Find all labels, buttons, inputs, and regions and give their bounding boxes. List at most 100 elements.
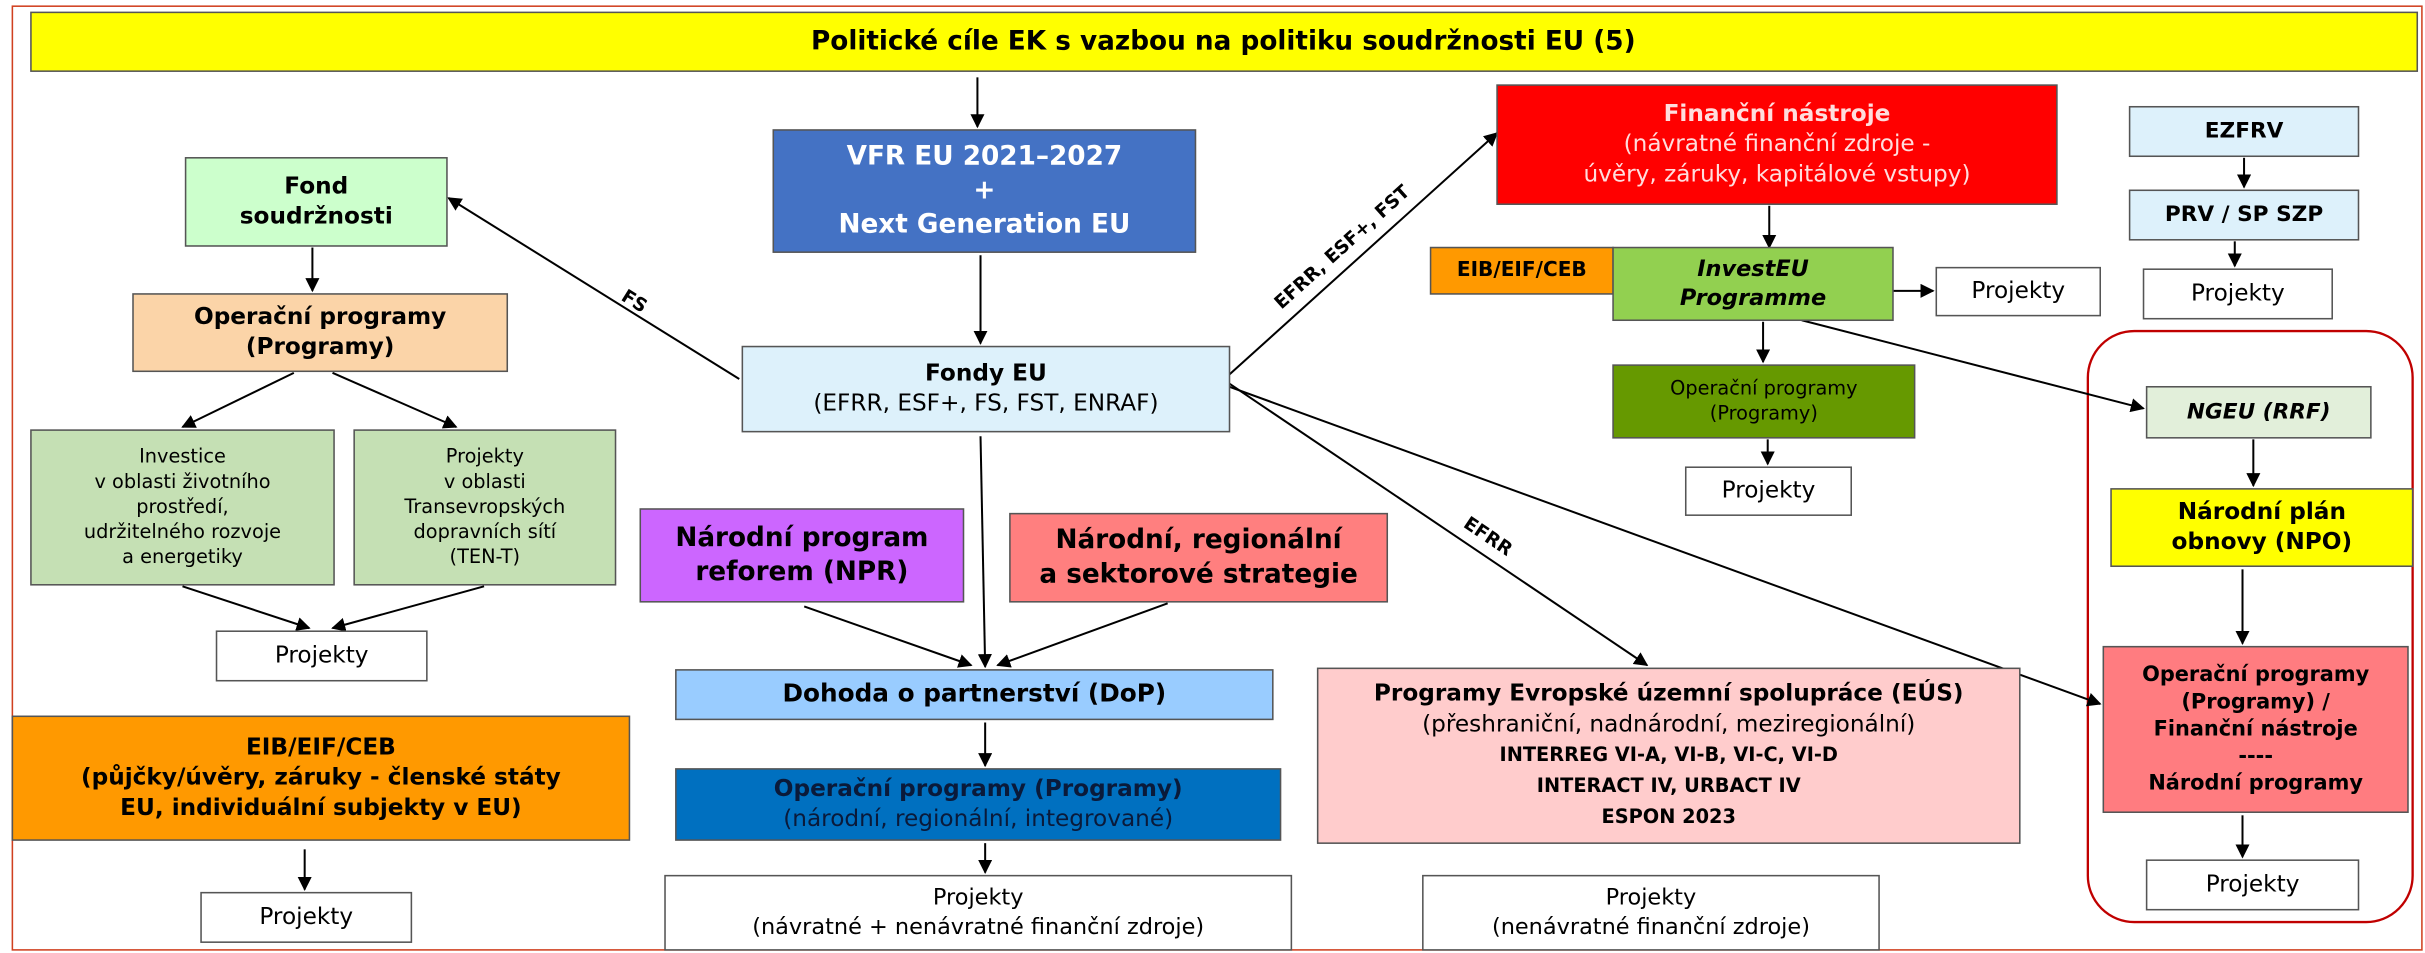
box-label: PRV / SP SZP (2165, 202, 2323, 227)
box-label: Dohoda o partnerství (DoP) (782, 679, 1166, 708)
box-label: INTERREG VI-A, VI-B, VI-C, VI-D (1500, 743, 1838, 766)
box-label: Projekty (2191, 279, 2285, 306)
box-label: a sektorové strategie (1039, 559, 1357, 589)
title: Politické cíle EK s vazbou na politiku s… (811, 26, 1636, 56)
box-label: (EFRR, ESF+, FS, FST, ENRAF) (813, 390, 1158, 417)
box-label: Národní programy (2148, 771, 2363, 795)
box (675, 669, 1274, 721)
box-label: obnovy (NPO) (2172, 528, 2353, 555)
arrow-label: EFRR, ESF+, FST (1271, 181, 1415, 313)
box-label: a energetiky (122, 545, 243, 568)
box-label: + (973, 176, 995, 206)
box-label: Next Generation EU (838, 210, 1130, 240)
box-label: NGEU (RRF) (2187, 399, 2331, 424)
box-label: ---- (2238, 744, 2273, 768)
box-label: Národní plán (2178, 498, 2346, 525)
box (353, 429, 617, 586)
box (675, 768, 1282, 841)
box-label: Projekty (275, 641, 369, 668)
box-label: INTERACT IV, URBACT IV (1537, 774, 1801, 797)
box-label: reforem (NPR) (695, 557, 908, 587)
title-box (30, 11, 2419, 72)
box-label: udržitelného rozvoje (84, 520, 281, 543)
arrow (1228, 382, 1649, 667)
box (2128, 189, 2360, 241)
box (1009, 512, 1389, 603)
box-label: Programy Evropské územní spolupráce (EÚS… (1374, 678, 1964, 706)
box-label: Projekty (1606, 885, 1697, 911)
box-label: Investice (139, 445, 226, 468)
box-label: Operační programy (194, 303, 446, 330)
box-label: Projekty (446, 445, 524, 468)
box-label: EIB/EIF/CEB (246, 734, 396, 761)
arrow (1801, 319, 2145, 413)
box (772, 129, 1197, 253)
box (1684, 466, 1853, 516)
box-label: Fond (284, 172, 348, 199)
box-label: Projekty (1722, 477, 1816, 504)
box (1496, 84, 2058, 205)
box-label: Transevropských (403, 495, 565, 518)
box-label: Fondy EU (925, 360, 1047, 387)
box (2128, 105, 2360, 158)
box-label: (přeshraniční, nadnárodní, meziregionáln… (1422, 710, 1915, 737)
arrow-label: EFRR (1460, 513, 1516, 561)
box-label: (návratné + nenávratné finanční zdroje) (752, 914, 1204, 940)
arrow (977, 436, 992, 669)
arrow (331, 585, 485, 632)
box (1612, 364, 1916, 439)
arrow (996, 602, 1168, 668)
box-label: v oblasti životního (94, 470, 270, 493)
arrow (447, 197, 740, 380)
box (639, 508, 965, 603)
box-label: (Programy) / (2181, 689, 2330, 713)
box-label: (návratné finanční zdroje - (1624, 130, 1931, 157)
arrow (1229, 385, 2102, 707)
box (2142, 268, 2333, 320)
box (664, 874, 1293, 951)
box (2110, 488, 2414, 568)
box-label: Projekty (933, 885, 1024, 911)
box (2102, 645, 2409, 813)
box-label: Operační programy (1670, 376, 1857, 399)
box-label: Programme (1680, 285, 1826, 311)
box-label: Národní program (675, 523, 928, 553)
box-label: Projekty (1971, 277, 2065, 304)
box-label: InvestEU (1697, 256, 1809, 282)
box-label: (Programy) (1710, 402, 1818, 425)
box-label: Projekty (2206, 870, 2300, 897)
box-label: Operační programy (Programy) (774, 775, 1183, 802)
box-label: soudržnosti (240, 202, 393, 229)
box-label: Finanční nástroje (1664, 100, 1891, 127)
box-label: Finanční nástroje (2154, 716, 2358, 740)
arrow (803, 605, 973, 668)
box-label: (národní, regionální, integrované) (783, 805, 1173, 832)
box (200, 891, 413, 943)
box-label: Národní, regionální (1055, 525, 1343, 555)
box-label: EIB/EIF/CEB (1457, 257, 1587, 281)
box-label: dopravních sítí (414, 520, 557, 543)
box-label: (nenávratné finanční zdroje) (1492, 914, 1810, 940)
arrow (1228, 132, 1499, 376)
box (184, 157, 448, 247)
box-label: prostředí, (136, 495, 228, 518)
box-label: (půjčky/úvěry, záruky - členské státy (81, 764, 561, 791)
arrow-label: FS (617, 286, 650, 318)
arrow (182, 585, 311, 631)
box-label: Operační programy (2142, 662, 2370, 686)
ngeu-group (2086, 329, 2414, 924)
box-label: (Programy) (246, 333, 394, 360)
box-label: EZFRV (2205, 118, 2284, 143)
box-label: Projekty (259, 903, 353, 930)
arrow (332, 371, 458, 429)
box-label: úvěry, záruky, kapitálové vstupy) (1583, 160, 1970, 187)
arrow (181, 371, 295, 428)
box (1422, 874, 1880, 951)
box (2145, 859, 2360, 911)
box (741, 345, 1231, 433)
box (1612, 246, 1894, 322)
box-label: v oblasti (444, 470, 526, 493)
box (215, 630, 428, 682)
box-label: ESPON 2023 (1602, 805, 1736, 828)
